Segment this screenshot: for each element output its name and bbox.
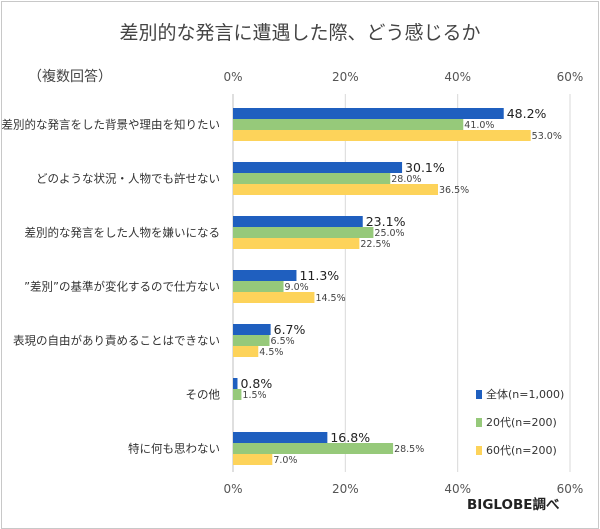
- legend: 全体(n=1,000) 20代(n=200) 60代(n=200): [476, 387, 564, 457]
- bar-value-label: 16.8%: [330, 430, 370, 445]
- bar-value-label: 23.1%: [366, 214, 406, 229]
- bar: [233, 227, 374, 238]
- bar-value-label: 6.5%: [271, 336, 295, 347]
- category-label: 特に何も思わない: [128, 442, 220, 456]
- bar: [233, 378, 238, 389]
- category-label: 差別的な発言をした背景や理由を知りたい: [2, 118, 220, 132]
- category-label: ”差別”の基準が変化するので仕方ない: [24, 280, 220, 294]
- legend-swatch: [476, 418, 482, 427]
- bar-value-label: 11.3%: [299, 268, 339, 283]
- bar: [233, 346, 259, 357]
- x-tick-label-top: 20%: [332, 70, 359, 84]
- bar-value-label: 14.5%: [315, 293, 345, 304]
- bar: [233, 335, 270, 346]
- bar-value-label: 28.5%: [394, 444, 424, 455]
- x-tick-label-top: 60%: [557, 70, 584, 84]
- bar: [233, 281, 284, 292]
- bar-value-label: 6.7%: [274, 322, 306, 337]
- legend-label: 全体(n=1,000): [486, 387, 564, 401]
- bar-value-label: 30.1%: [405, 160, 445, 175]
- source-note: BIGLOBE調べ: [467, 496, 560, 513]
- bar-value-label: 36.5%: [439, 185, 469, 196]
- legend-swatch: [476, 390, 482, 399]
- category-labels: 差別的な発言をした背景や理由を知りたいどのような状況・人物でも許せない差別的な発…: [2, 118, 220, 456]
- bar: [233, 184, 439, 195]
- x-tick-label-bottom: 40%: [444, 482, 471, 496]
- bar: [233, 130, 531, 141]
- bars: 48.2% 41.0% 53.0% 30.1%28.0% 36.5% 23.1%25.0%…: [233, 106, 562, 466]
- bar-value-label: 1.5%: [242, 390, 266, 401]
- bar: [233, 216, 363, 227]
- bar-value-label: 7.0%: [273, 455, 297, 466]
- category-label: その他: [186, 388, 221, 402]
- bar: [233, 270, 297, 281]
- x-tick-label-bottom: 20%: [332, 482, 359, 496]
- bar: [233, 119, 464, 130]
- bar-value-label: 28.0%: [391, 174, 421, 185]
- bar-value-label: 9.0%: [285, 282, 309, 293]
- bar: [233, 292, 315, 303]
- bar-value-label: 4.5%: [259, 347, 283, 358]
- category-label: どのような状況・人物でも許せない: [36, 172, 220, 186]
- x-tick-label-bottom: 60%: [557, 482, 584, 496]
- bar-value-label: 53.0%: [532, 131, 562, 142]
- bar: [233, 443, 394, 454]
- legend-label: 20代(n=200): [486, 416, 557, 429]
- x-tick-label-bottom: 0%: [223, 482, 242, 496]
- bar: [233, 108, 504, 119]
- bar-value-label: 22.5%: [360, 239, 390, 250]
- bar: [233, 389, 242, 400]
- x-tick-label-top: 40%: [444, 70, 471, 84]
- bar: [233, 454, 273, 465]
- chart-subtitle: （複数回答）: [28, 68, 112, 85]
- category-label: 差別的な発言をした人物を嫌いになる: [25, 226, 221, 240]
- x-axis-ticks: 0% 0% 20% 20% 40% 40% 60% 60%: [223, 70, 583, 496]
- bar-value-label: 0.8%: [240, 376, 272, 391]
- bar: [233, 238, 360, 249]
- chart-title: 差別的な発言に遭遇した際、どう感じるか: [119, 22, 480, 44]
- bar-value-label: 25.0%: [374, 228, 404, 239]
- bar: [233, 324, 271, 335]
- bar: [233, 432, 328, 443]
- legend-label: 60代(n=200): [486, 444, 557, 457]
- bar: [233, 162, 403, 173]
- category-label: 表現の自由があり責めることはできない: [13, 334, 220, 348]
- legend-swatch: [476, 446, 482, 455]
- bar: [233, 173, 391, 184]
- x-tick-label-top: 0%: [223, 70, 242, 84]
- bar-value-label: 48.2%: [507, 106, 547, 121]
- bar-value-label: 41.0%: [464, 120, 494, 131]
